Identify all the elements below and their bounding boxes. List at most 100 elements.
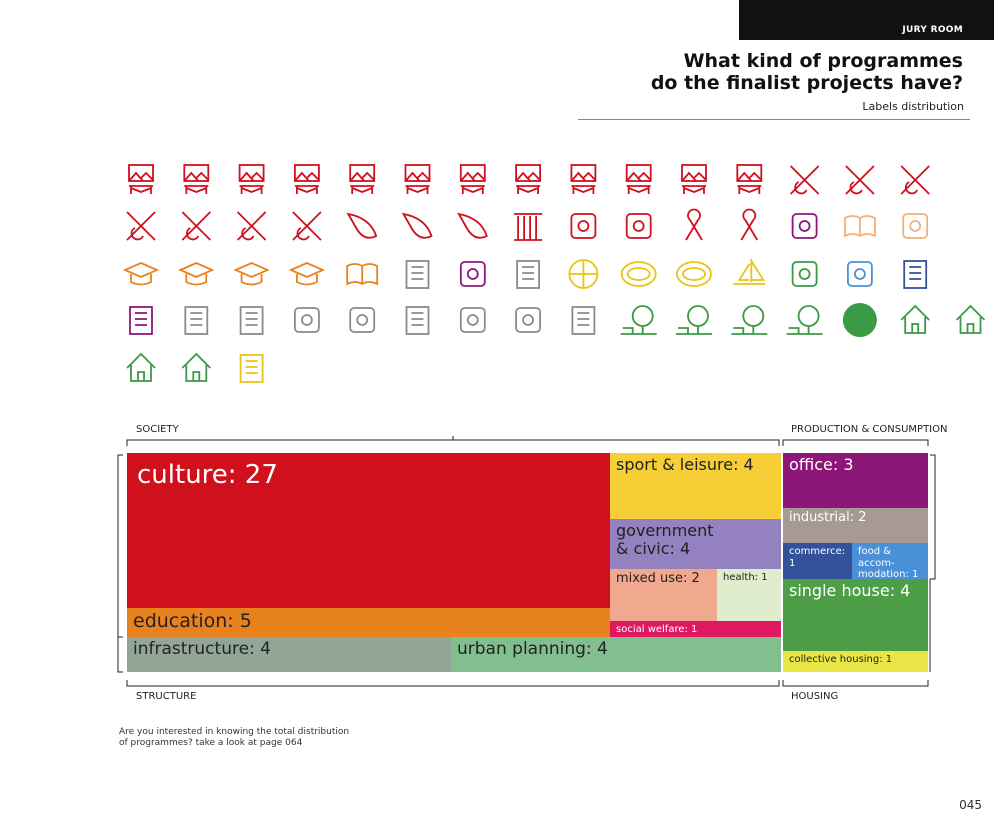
icon — [570, 164, 597, 194]
icon-part — [233, 262, 270, 286]
section-label: JURY ROOM — [902, 25, 963, 35]
icon — [676, 305, 712, 335]
title-line: What kind of programmes — [683, 50, 963, 72]
treemap-cell: culture: 27 — [127, 453, 610, 608]
header-bar — [739, 0, 994, 40]
icon — [676, 261, 712, 287]
cell-label: mixed use: 2 — [616, 571, 700, 586]
icon-part — [293, 307, 320, 333]
icon-part — [460, 171, 486, 194]
icon-part — [687, 305, 709, 327]
icon — [459, 164, 486, 194]
icon-part — [514, 213, 543, 241]
icon — [625, 213, 652, 239]
icon — [571, 306, 596, 335]
icon-part — [900, 165, 930, 195]
icon-part — [181, 352, 211, 382]
icon-part — [515, 307, 541, 333]
icon — [239, 306, 264, 335]
treemap-cell: mixed use: 2 — [610, 569, 717, 621]
icon — [181, 211, 211, 241]
icon-part — [126, 352, 156, 382]
icon-part — [632, 220, 645, 232]
title-line: do the finalist projects have? — [650, 72, 963, 94]
icon-part — [786, 326, 823, 335]
icon-part — [791, 213, 818, 239]
icon-part — [676, 326, 712, 335]
icon — [183, 164, 210, 194]
bracket — [126, 680, 780, 687]
brackets — [117, 436, 936, 687]
icon — [900, 165, 930, 195]
icon — [236, 211, 267, 241]
treemap-cell: commerce: 1 — [783, 543, 852, 579]
icon — [625, 164, 652, 194]
icon — [293, 307, 320, 333]
icon — [293, 164, 320, 194]
treemap-cell: industrial: 2 — [783, 508, 928, 543]
icon — [346, 212, 378, 239]
bracket — [126, 436, 780, 446]
icon-part — [356, 314, 369, 326]
treemap-cell: single house: 4 — [783, 579, 928, 651]
note-line: Are you interested in knowing the total … — [119, 727, 350, 737]
icon-part — [685, 208, 703, 241]
icon — [736, 164, 763, 194]
icon-part — [681, 164, 707, 182]
icon-part — [625, 213, 652, 239]
icon-part — [909, 220, 922, 232]
title: What kind of programmes do the finalist … — [651, 50, 963, 94]
icon-part — [404, 164, 431, 182]
icon — [459, 261, 486, 287]
icon-part — [631, 305, 654, 327]
icon — [516, 260, 540, 289]
cell-label: collective housing: 1 — [789, 654, 893, 665]
icon-part — [236, 211, 267, 241]
icon-part — [955, 304, 986, 334]
icon-part — [798, 220, 811, 232]
icon-part — [190, 312, 203, 326]
icon-part — [626, 267, 651, 281]
icon-part — [570, 213, 597, 239]
icon-part — [516, 260, 540, 289]
icon — [515, 164, 541, 194]
icon — [685, 208, 703, 241]
group-label: PRODUCTION & CONSUMPTION — [791, 424, 948, 435]
icon — [122, 262, 160, 286]
icon — [620, 305, 657, 335]
icon-part — [847, 261, 873, 287]
icon-part — [238, 171, 265, 194]
icon-part — [288, 262, 326, 286]
icon-part — [515, 164, 541, 182]
bracket — [782, 680, 929, 687]
icon-part — [909, 266, 922, 280]
icon-part — [854, 268, 866, 280]
icon-part — [135, 312, 147, 326]
icon — [789, 165, 820, 195]
icon-part — [401, 212, 433, 239]
cell-label: education: 5 — [133, 610, 252, 632]
cell-label: urban planning: 4 — [457, 639, 608, 659]
icon-part — [459, 164, 486, 182]
bracket — [117, 454, 123, 673]
cell-label: commerce: 1 — [789, 546, 846, 569]
icon-part — [736, 164, 763, 182]
icon-part — [129, 306, 153, 335]
icon-part — [128, 171, 154, 194]
icon-part — [459, 261, 486, 287]
icon-part — [845, 165, 875, 195]
icon-part — [681, 171, 707, 194]
icon-part — [902, 213, 929, 239]
icon-part — [349, 171, 375, 194]
treemap-cell: food & accom-modation: 1 — [852, 543, 928, 579]
rule — [578, 119, 970, 120]
icon-part — [789, 165, 820, 195]
icon — [404, 164, 431, 194]
icon-part — [411, 312, 424, 326]
note: Are you interested in knowing the total … — [119, 727, 349, 749]
icon — [515, 307, 541, 333]
treemap-cell: office: 3 — [783, 453, 928, 508]
cell-label: office: 3 — [789, 455, 854, 474]
icon-part — [178, 262, 215, 286]
